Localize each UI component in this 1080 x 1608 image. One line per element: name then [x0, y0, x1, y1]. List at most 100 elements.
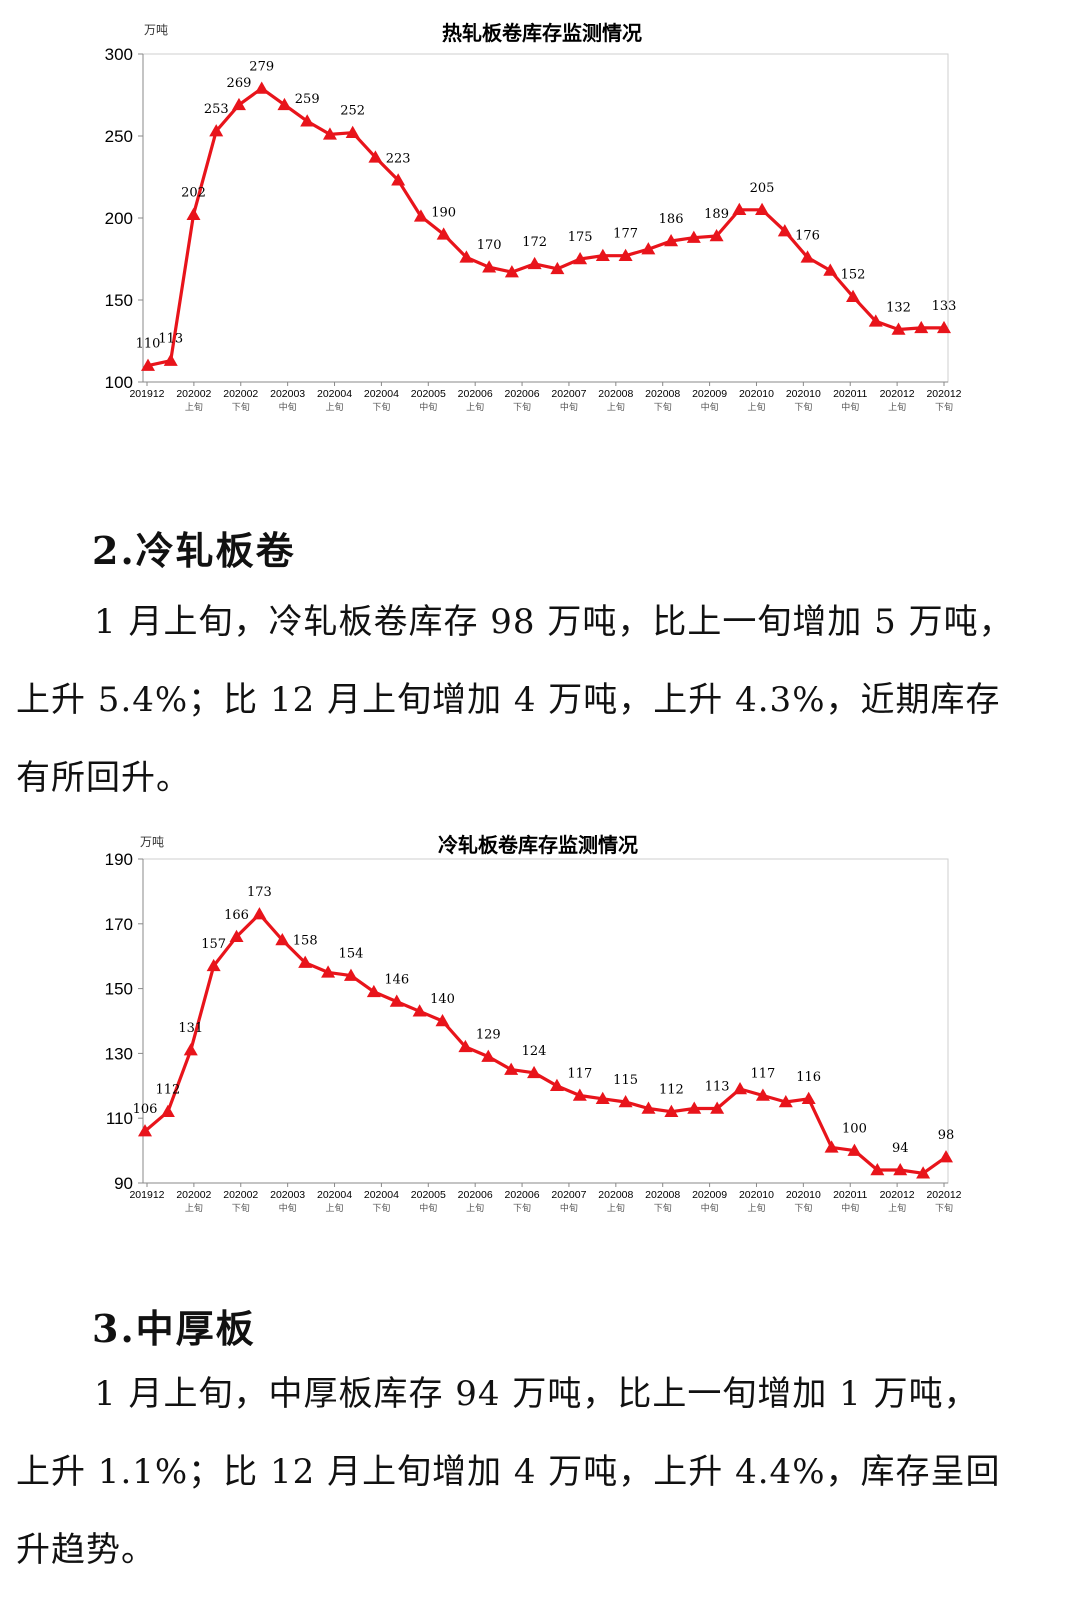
data-point-marker: [252, 907, 267, 920]
y-tick-label: 150: [105, 291, 133, 310]
data-point-marker: [891, 322, 906, 335]
data-point-marker: [435, 1014, 450, 1027]
data-label: 98: [938, 1128, 955, 1143]
hot-rolled-inventory-chart: 热轧板卷库存监测情况 万吨 100 150 200 250 300 201912 20200…: [0, 0, 1080, 440]
data-label: 124: [522, 1044, 547, 1059]
data-label: 190: [431, 205, 456, 220]
x-tick-sublabel: 上旬: [185, 1202, 203, 1214]
data-label: 131: [178, 1021, 203, 1036]
x-tick-label: 202007: [551, 1189, 586, 1201]
data-point-marker: [595, 248, 610, 261]
data-point-marker: [345, 125, 360, 138]
x-tick-sublabel: 上旬: [185, 401, 203, 413]
data-point-marker: [801, 1091, 816, 1105]
data-label: 113: [705, 1079, 730, 1094]
x-tick-label: 202008: [598, 1189, 633, 1201]
data-point-marker: [618, 1095, 633, 1108]
data-label: 113: [158, 332, 183, 347]
x-tick-sublabel: 上旬: [607, 401, 625, 413]
data-point-marker: [436, 227, 451, 240]
data-label: 172: [522, 235, 547, 250]
data-point-marker: [916, 1166, 931, 1179]
data-label: 189: [704, 207, 729, 222]
x-tick-label: 202002: [223, 388, 258, 400]
y-tick-label: 170: [105, 915, 133, 934]
data-point-marker: [755, 1088, 770, 1101]
x-tick-sublabel: 下旬: [794, 401, 812, 413]
cold-rolled-inventory-chart: 冷轧板卷库存监测情况 万吨 90 110 130 150 170 190 201912 202…: [0, 826, 1080, 1226]
y-tick-label: 200: [105, 209, 133, 228]
data-point-marker: [641, 242, 656, 255]
data-point-marker: [458, 1039, 473, 1053]
x-tick-label: 202010: [786, 1189, 821, 1201]
y-tick-label: 250: [105, 127, 133, 146]
x-tick-sublabel: 上旬: [888, 1202, 906, 1214]
data-label: 112: [155, 1083, 180, 1098]
data-label: 252: [340, 104, 365, 119]
data-point-marker: [275, 933, 290, 946]
x-tick-label: 202011: [833, 1189, 867, 1201]
data-point-marker: [595, 1091, 610, 1105]
data-point-marker: [413, 209, 428, 222]
data-label: 154: [339, 947, 364, 962]
data-point-marker: [163, 353, 178, 366]
paragraph-line: 上升 1.1%；比 12 月上旬增加 4 万吨，上升 4.4%，库存呈回: [16, 1452, 1001, 1492]
hot-rolled-chart-svg: 热轧板卷库存监测情况 万吨 100 150 200 250 300 201912 20200…: [105, 21, 962, 413]
y-unit-label: 万吨: [140, 835, 164, 849]
x-tick-label: 202010: [786, 388, 821, 400]
plot-frame: [142, 53, 949, 383]
y-tick-label: 90: [114, 1174, 133, 1193]
data-point-marker: [368, 150, 383, 163]
x-tick-sublabel: 上旬: [466, 1202, 484, 1214]
x-tick-sublabel: 中旬: [279, 401, 297, 413]
x-tick-label: 202006: [505, 1189, 540, 1201]
x-tick-sublabel: 上旬: [607, 1202, 625, 1214]
x-tick-label: 202005: [411, 1189, 446, 1201]
data-point-marker: [412, 1004, 427, 1017]
x-tick-sublabel: 下旬: [794, 1202, 812, 1214]
data-label: 175: [568, 230, 593, 245]
x-tick-label: 202004: [317, 388, 352, 400]
x-tick-label: 202012: [880, 1189, 915, 1201]
data-point-marker: [618, 248, 633, 261]
series-line: [143, 912, 947, 1175]
data-point-marker: [664, 1104, 679, 1117]
x-tick-sublabel: 上旬: [888, 401, 906, 413]
data-point-marker: [709, 229, 724, 242]
data-point-marker: [231, 97, 246, 111]
data-point-marker: [321, 965, 336, 978]
data-point-marker: [549, 1078, 564, 1092]
data-point-marker: [800, 250, 815, 263]
data-point-marker: [389, 994, 404, 1007]
x-tick-sublabel: 中旬: [701, 401, 719, 413]
paragraph-line: 有所回升。: [16, 758, 191, 798]
x-tick-label: 202007: [551, 388, 586, 400]
data-point-marker: [141, 358, 155, 371]
paragraph-line: 上升 5.4%；比 12 月上旬增加 4 万吨，上升 4.3%，近期库存: [16, 680, 1001, 720]
chart-title: 冷轧板卷库存监测情况: [438, 833, 638, 857]
x-tick-sublabel: 上旬: [466, 401, 484, 413]
x-tick-label: 202012: [926, 1189, 961, 1201]
y-tick-label: 300: [105, 45, 133, 64]
x-tick-sublabel: 中旬: [560, 401, 578, 413]
data-label: 140: [430, 992, 455, 1007]
x-tick-label: 202012: [880, 388, 915, 400]
y-tick-label: 150: [105, 980, 133, 999]
data-label: 259: [295, 92, 320, 107]
paragraph-medium-plate: 1 月上旬，中厚板库存 94 万吨，比上一旬增加 1 万吨， 上升 1.1%；比…: [16, 1355, 1056, 1589]
data-label: 112: [659, 1083, 684, 1098]
x-tick-label: 202002: [176, 1189, 211, 1201]
data-point-marker: [298, 955, 313, 968]
data-point-marker: [777, 224, 792, 237]
x-tick-label: 202010: [739, 1189, 774, 1201]
y-tick-label: 130: [105, 1044, 133, 1063]
data-label: 186: [659, 212, 684, 227]
data-point-marker: [846, 289, 861, 302]
x-tick-sublabel: 上旬: [326, 1202, 344, 1214]
x-tick-label: 202004: [317, 1189, 352, 1201]
data-point-marker: [733, 1082, 748, 1095]
data-point-marker: [710, 1101, 725, 1114]
data-point-marker: [160, 1104, 175, 1117]
data-label: 253: [204, 102, 229, 117]
data-point-marker: [664, 233, 679, 247]
